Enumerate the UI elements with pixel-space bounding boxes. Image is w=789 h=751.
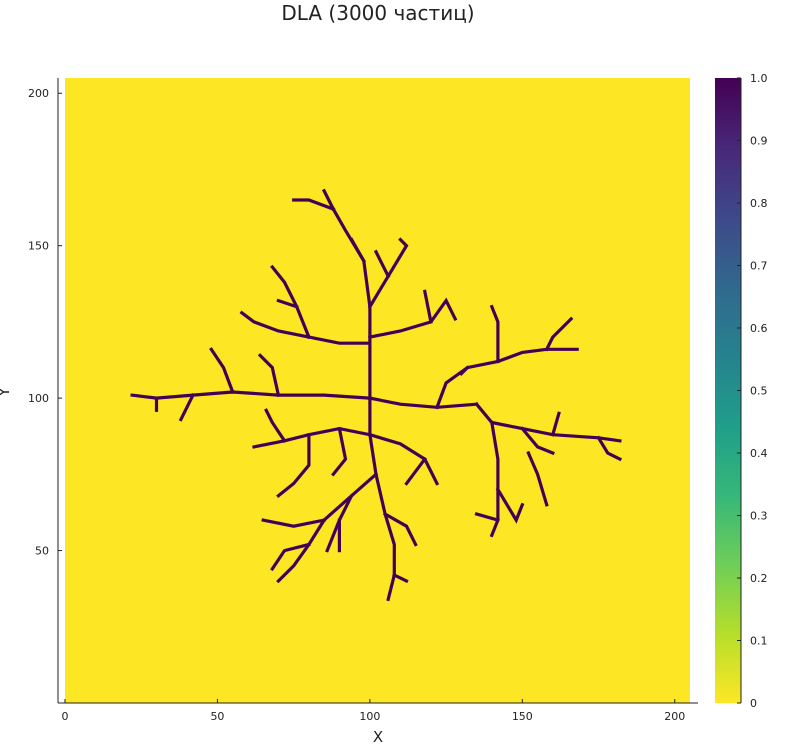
cluster-branch — [367, 237, 409, 309]
cluster-branch — [526, 450, 549, 507]
cluster-branch — [495, 487, 525, 524]
cluster-branch — [239, 310, 372, 345]
cluster-branch — [261, 518, 326, 528]
colorbar-tick-label: 0.6 — [750, 322, 768, 335]
cluster-branch — [264, 408, 287, 444]
axes: 0 50 100 150 200 50 100 150 200 — [28, 78, 698, 723]
cluster-branch — [489, 304, 500, 364]
cluster-branch — [209, 347, 235, 395]
cluster-branch — [292, 198, 336, 212]
cluster-branch — [404, 456, 428, 486]
cluster-branch — [459, 365, 470, 376]
colorbar-tick-label: 0.3 — [750, 510, 768, 523]
cluster-branch — [474, 401, 622, 443]
colorbar-tick-label: 0.9 — [750, 135, 768, 148]
x-axis-label: X — [373, 728, 383, 746]
cluster-branch — [270, 542, 311, 572]
colorbar-tick-label: 0.8 — [750, 197, 768, 210]
cluster-branch — [257, 353, 281, 398]
y-tick-label: 150 — [28, 240, 49, 253]
colorbar-tick-label: 0.4 — [750, 447, 768, 460]
y-tick-label: 100 — [28, 392, 49, 405]
dla-cluster — [130, 188, 623, 602]
x-tick-label: 200 — [664, 710, 685, 723]
colorbar-gradient — [715, 78, 741, 703]
cluster-branch — [544, 316, 574, 352]
cluster-branch — [325, 472, 379, 553]
cluster-branch — [349, 237, 366, 264]
cluster-branch — [474, 512, 500, 523]
cluster-branch — [520, 426, 555, 456]
cluster-branch — [367, 432, 440, 486]
x-tick-label: 100 — [359, 710, 380, 723]
cluster-branch — [270, 264, 311, 340]
cluster-branch — [422, 289, 433, 324]
x-tick-label: 0 — [62, 710, 69, 723]
cluster-branch — [321, 188, 336, 212]
cluster-branch — [596, 435, 623, 462]
y-tick-label: 200 — [28, 87, 49, 100]
cluster-branch — [331, 426, 348, 477]
cluster-branch — [382, 511, 418, 547]
cluster-branch — [276, 298, 299, 309]
y-axis-label: Y — [0, 387, 13, 398]
colorbar: 0 0.1 0.2 0.3 0.4 0.5 0.6 0.7 0.8 0.9 1.0 — [715, 72, 768, 710]
chart-title: DLA (3000 частиц) — [281, 1, 474, 25]
colorbar-tick-label: 1.0 — [750, 72, 768, 85]
cluster-branch — [178, 392, 196, 422]
colorbar-tick-label: 0.1 — [750, 635, 768, 648]
colorbar-tick-label: 0.7 — [750, 260, 768, 273]
cluster-branch — [276, 433, 311, 498]
x-tick-label: 50 — [210, 710, 224, 723]
y-tick-label: 50 — [35, 545, 49, 558]
x-tick-label: 150 — [512, 710, 533, 723]
cluster-branch — [550, 411, 561, 437]
colorbar-tick-label: 0.2 — [750, 572, 768, 585]
cluster-branch — [368, 396, 479, 409]
cluster-branch — [392, 572, 409, 584]
heatmap-background — [65, 78, 690, 703]
colorbar-tick-label: 0.5 — [750, 385, 768, 398]
cluster-branch — [373, 249, 391, 279]
colorbar-tick-label: 0 — [750, 697, 757, 710]
